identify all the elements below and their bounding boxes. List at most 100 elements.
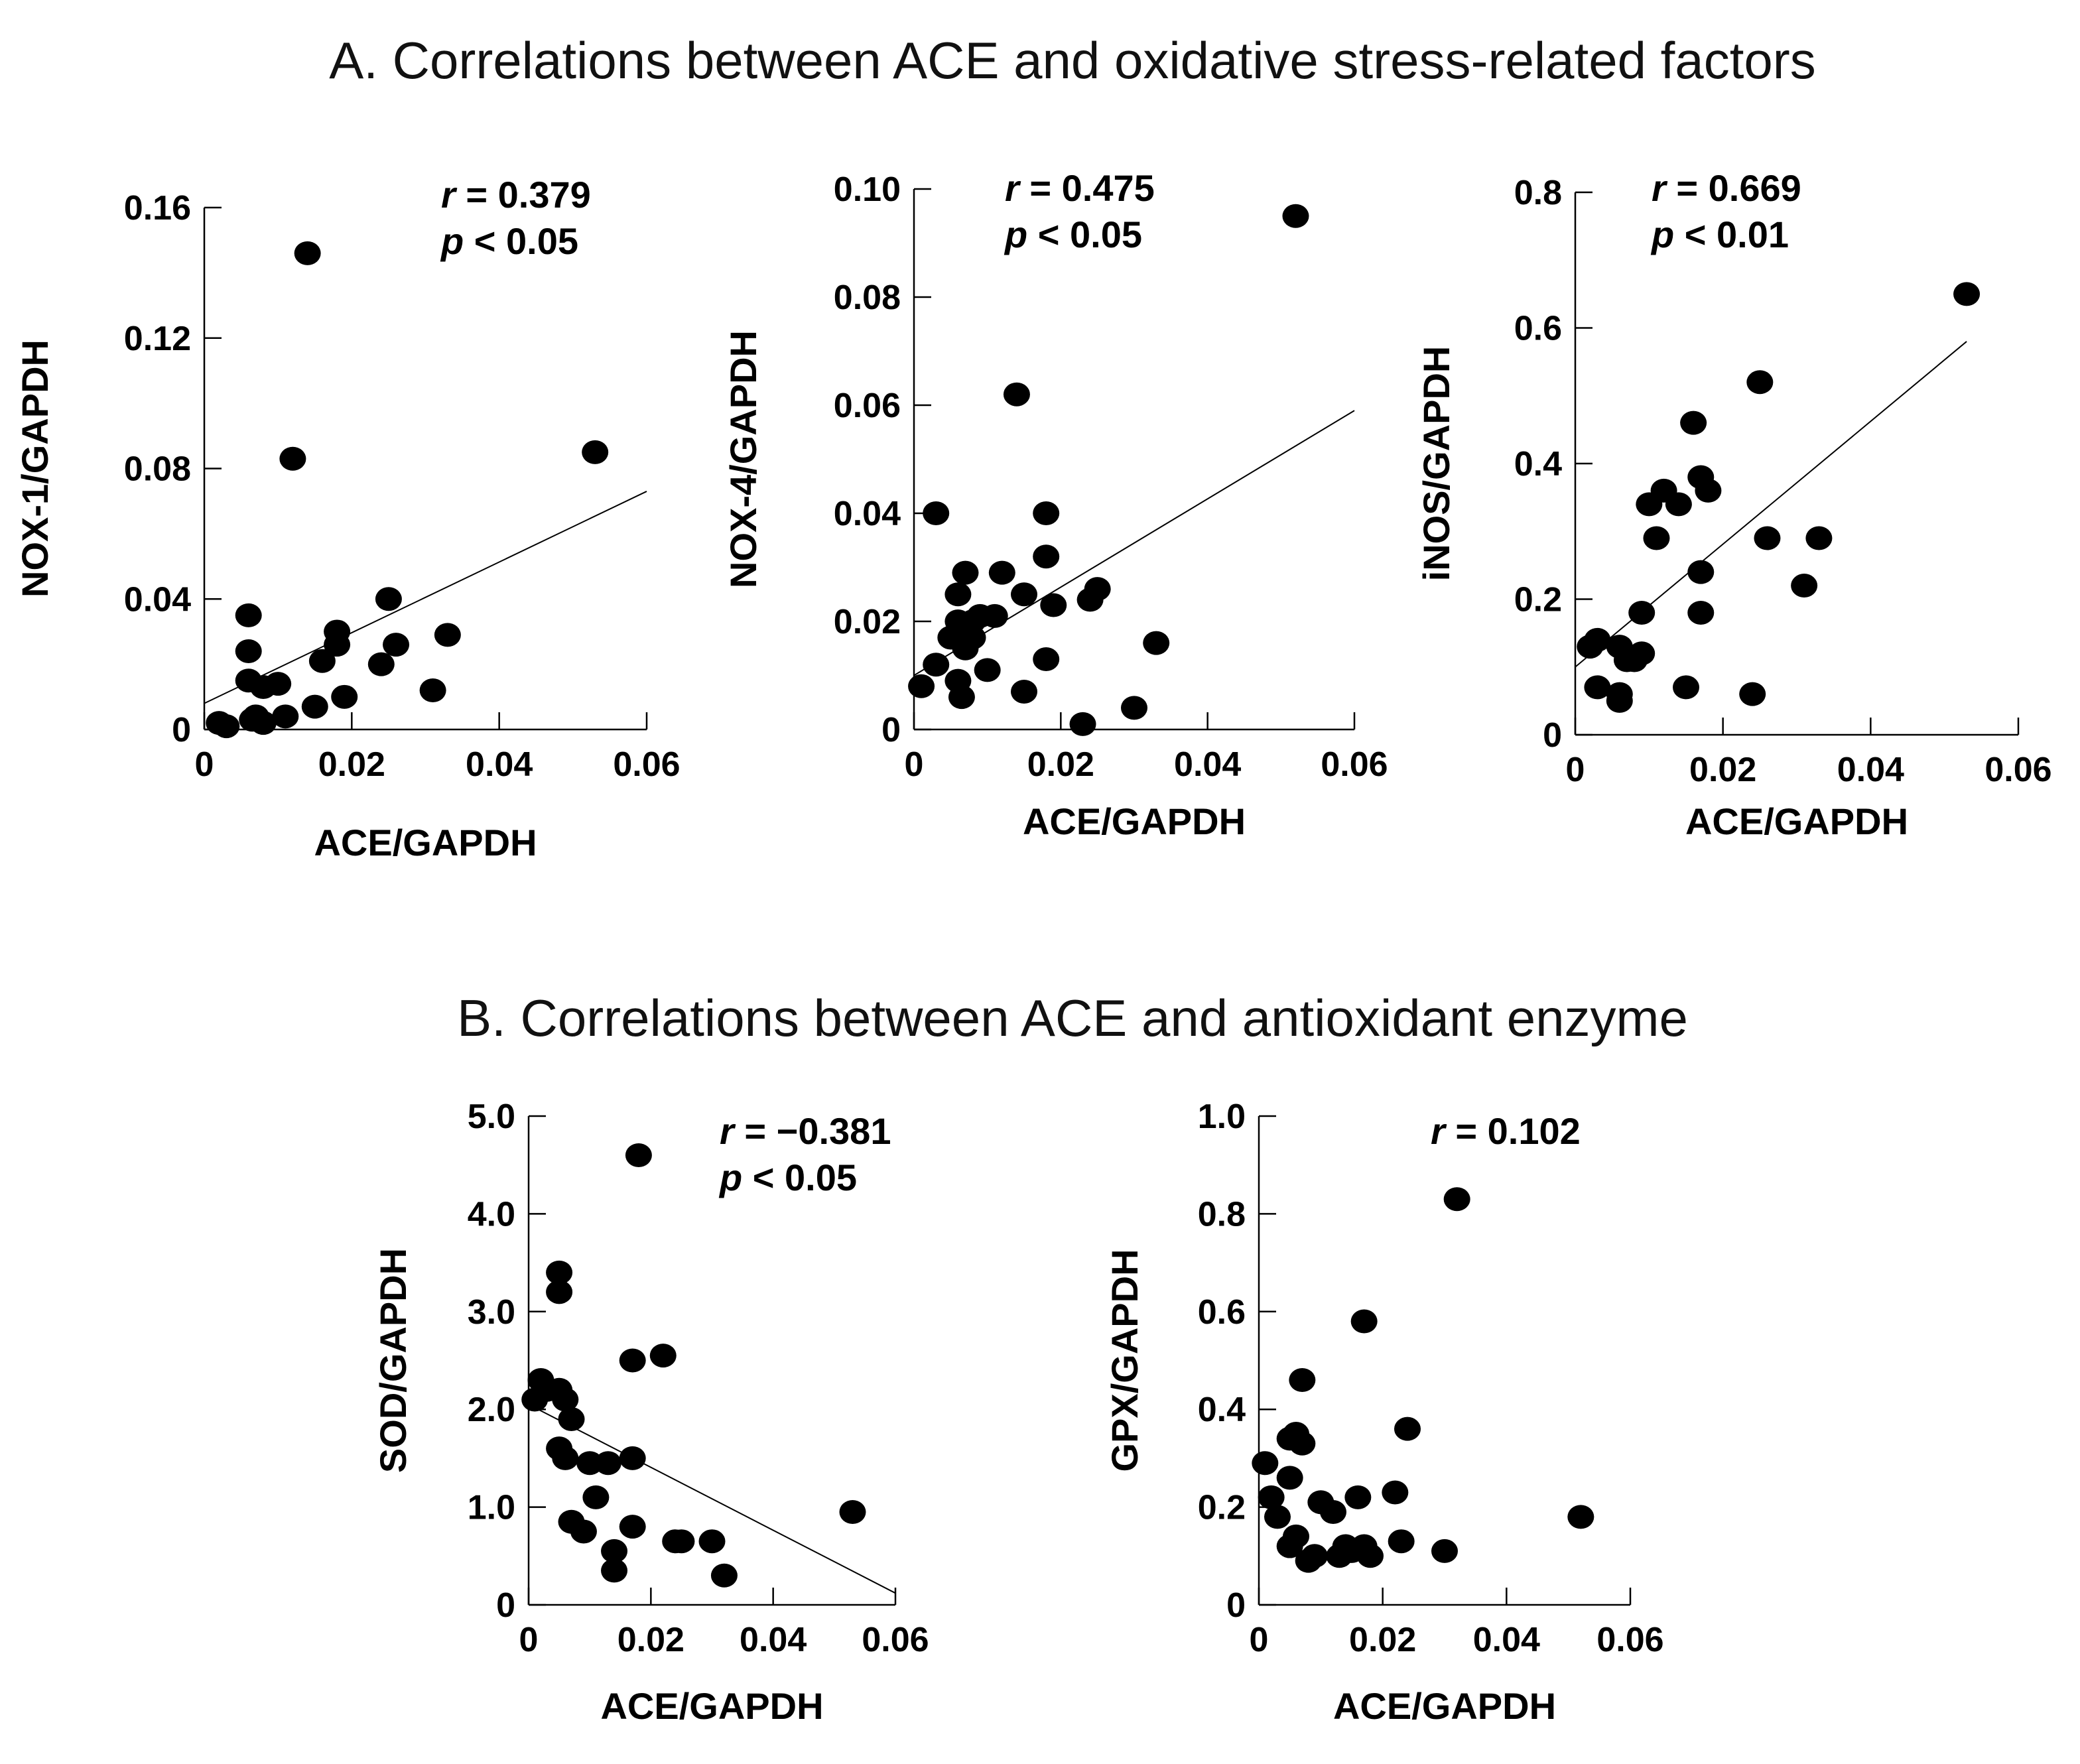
gpx-data-point xyxy=(1289,1367,1316,1392)
nox4-data-point xyxy=(923,653,950,677)
gpx-data-point xyxy=(1289,1431,1316,1456)
nox4-regression-line xyxy=(913,410,1355,676)
nox1-r-value: = 0.379 xyxy=(456,174,591,216)
gpx-y-tick-label: 0.4 xyxy=(1198,1391,1246,1429)
sod-data-point xyxy=(552,1387,579,1412)
nox1-data-point xyxy=(434,623,461,647)
gpx-data-point xyxy=(1388,1529,1415,1554)
sod-data-point xyxy=(570,1519,597,1544)
inos-data-point xyxy=(1695,478,1722,503)
nox1-data-point xyxy=(308,649,336,673)
nox4-data-point xyxy=(959,625,986,650)
sod-y-axis-label: SOD/GAPDH xyxy=(372,1248,414,1473)
nox4-data-point xyxy=(1033,544,1060,569)
nox4-data-point xyxy=(923,501,950,525)
nox4-data-point xyxy=(1040,593,1067,617)
nox4-y-tick-label: 0 xyxy=(881,711,901,749)
nox4-y-tick-label: 0.04 xyxy=(834,495,901,533)
sod-y-tick-label: 2.0 xyxy=(468,1391,515,1429)
nox4-data-point xyxy=(1084,577,1111,601)
sod-data-point xyxy=(619,1348,646,1373)
nox1-y-tick-label: 0.04 xyxy=(124,580,191,619)
nox1-data-point xyxy=(279,446,306,471)
inos-data-point xyxy=(1739,682,1766,706)
nox4-p-stat: p < 0.05 xyxy=(1004,214,1142,255)
nox1-x-tick-label: 0.06 xyxy=(613,745,680,784)
inos-y-tick-label: 0 xyxy=(1543,716,1562,755)
inos-data-point xyxy=(1665,492,1692,517)
gpx-y-tick-label: 0.2 xyxy=(1198,1489,1246,1527)
sod-x-axis-label: ACE/GAPDH xyxy=(600,1685,823,1727)
gpx-x-tick-label: 0.06 xyxy=(1596,1621,1663,1659)
sod-y-tick-label: 4.0 xyxy=(468,1195,515,1233)
nox4-data-point xyxy=(1011,582,1037,607)
gpx-data-point xyxy=(1276,1466,1303,1490)
nox1-y-tick-label: 0.08 xyxy=(124,450,191,489)
gpx-data-point xyxy=(1283,1524,1309,1548)
nox1-data-point xyxy=(213,714,240,739)
nox4-scatter-chart: 0 0.02 0.04 0.06 0.08 0.10 0 0.02 0.04 0.06 ACE/GA… xyxy=(722,167,1388,842)
nox1-x-tick-label: 0.02 xyxy=(318,745,385,784)
inos-y-tick-label: 0.2 xyxy=(1514,581,1562,619)
sod-p-symbol: p xyxy=(718,1157,742,1198)
nox4-data-point xyxy=(1003,382,1030,407)
nox1-data-point xyxy=(324,633,351,657)
sod-data-point xyxy=(698,1529,726,1554)
gpx-r-stat: r = 0.102 xyxy=(1431,1110,1581,1152)
sod-r-value: = −0.381 xyxy=(734,1110,891,1152)
nox4-r-stat: r = 0.475 xyxy=(1005,167,1155,209)
nox4-x-tick-label: 0.02 xyxy=(1027,745,1094,784)
inos-x-axis-label: ACE/GAPDH xyxy=(1685,800,1908,842)
nox1-data-point xyxy=(265,672,292,696)
nox1-data-point xyxy=(582,440,609,464)
gpx-data-point xyxy=(1394,1417,1421,1441)
inos-data-point xyxy=(1584,675,1611,700)
nox4-data-point xyxy=(1282,204,1309,228)
nox1-scatter-chart: 0 0.04 0.08 0.12 0.16 0 0.02 0.04 0.06 ACE/GAPDH N… xyxy=(14,174,681,863)
nox4-data-point xyxy=(908,674,935,698)
sod-data-point xyxy=(619,1515,646,1539)
nox1-data-point xyxy=(375,587,402,611)
inos-data-point xyxy=(1687,560,1715,584)
nox4-x-tick-label: 0.04 xyxy=(1174,745,1241,784)
gpx-data-point xyxy=(1258,1485,1285,1509)
inos-y-axis-label: iNOS/GAPDH xyxy=(1415,346,1457,582)
nox4-r-symbol: r xyxy=(1005,167,1021,209)
inos-x-tick-label: 0.04 xyxy=(1837,751,1904,789)
nox4-data-point xyxy=(1033,501,1060,525)
nox1-x-tick-label: 0.04 xyxy=(466,745,533,784)
sod-y-tick-label: 3.0 xyxy=(468,1293,515,1332)
sod-p-value: < 0.05 xyxy=(742,1157,857,1198)
sod-x-tick-label: 0.04 xyxy=(740,1621,807,1659)
inos-x-tick-label: 0.06 xyxy=(1984,751,2051,789)
inos-r-stat: r = 0.669 xyxy=(1652,167,1801,209)
sod-data-point xyxy=(546,1260,573,1285)
sod-data-point xyxy=(576,1451,604,1476)
gpx-y-tick-label: 0 xyxy=(1226,1586,1246,1625)
inos-p-value: < 0.01 xyxy=(1674,214,1789,255)
inos-data-point xyxy=(1953,282,1981,306)
inos-data-point xyxy=(1628,641,1656,666)
nox1-data-point xyxy=(294,241,321,265)
nox1-data-point xyxy=(235,603,262,627)
gpx-data-point xyxy=(1252,1451,1279,1476)
nox1-p-symbol: p xyxy=(440,220,464,262)
gpx-data-point xyxy=(1567,1505,1594,1529)
sod-data-point xyxy=(546,1280,573,1304)
gpx-x-axis-label: ACE/GAPDH xyxy=(1333,1685,1556,1727)
sod-data-point xyxy=(668,1529,695,1554)
gpx-y-tick-label: 0.8 xyxy=(1198,1195,1246,1233)
sod-data-point xyxy=(601,1539,628,1563)
inos-y-tick-label: 0.6 xyxy=(1514,310,1562,348)
gpx-x-tick-label: 0 xyxy=(1250,1621,1269,1659)
nox1-data-point xyxy=(301,694,328,719)
sod-regression-line xyxy=(528,1403,896,1594)
sod-data-point xyxy=(582,1485,610,1509)
sod-data-point xyxy=(625,1143,652,1167)
nox1-p-stat: p < 0.05 xyxy=(440,220,578,262)
gpx-data-point xyxy=(1264,1505,1291,1529)
nox4-y-axis-label: NOX-4/GAPDH xyxy=(722,330,764,588)
nox1-x-tick-label: 0 xyxy=(195,745,214,784)
nox4-data-point xyxy=(988,560,1015,585)
inos-data-point xyxy=(1791,574,1818,598)
